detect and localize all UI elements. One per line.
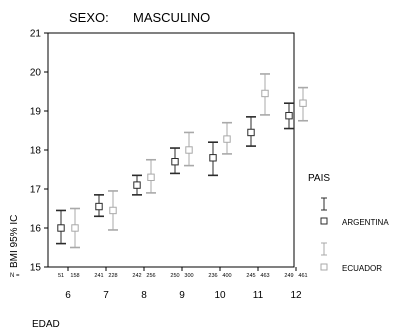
mean-marker (95, 202, 103, 211)
n-value: 256 (146, 273, 155, 279)
x-tick-label: 10 (214, 290, 226, 301)
mean-marker (209, 154, 217, 162)
legend-label: ARGENTINA (342, 218, 389, 227)
mean-marker (109, 206, 117, 215)
n-value: 250 (170, 273, 179, 279)
y-tick-label: 16 (30, 224, 42, 235)
y-axis: 15 16 17 18 19 20 21 (30, 29, 48, 274)
mean-marker (247, 128, 255, 137)
mean-marker (223, 135, 231, 143)
x-tick-label: 7 (103, 290, 109, 301)
legend-marker (320, 263, 328, 271)
n-value: 300 (184, 273, 193, 279)
n-value: 242 (132, 273, 141, 279)
n-value: 463 (260, 273, 269, 279)
legend-item: ARGENTINA (320, 197, 389, 227)
n-value: 241 (94, 273, 103, 279)
n-value: 461 (298, 273, 307, 279)
y-axis-label: BMI 95% IC (9, 215, 20, 268)
n-value: 236 (208, 273, 217, 279)
mean-marker (147, 173, 155, 182)
legend-label: ECUADOR (342, 264, 382, 273)
mean-marker (299, 99, 307, 107)
n-value: 245 (246, 273, 255, 279)
mean-marker (57, 224, 65, 232)
x-tick-label: 12 (290, 290, 302, 301)
x-tick-label: 11 (253, 290, 264, 301)
n-value: 158 (70, 273, 79, 279)
n-labels: 51 158 241 228 242 256 250 300 236 400 245 463 249 46… (58, 273, 308, 279)
mean-marker (133, 181, 141, 189)
mean-marker (285, 111, 293, 120)
y-tick-label: 15 (30, 263, 42, 274)
n-value: 228 (108, 273, 117, 279)
legend-title: PAIS (308, 173, 330, 184)
x-tick-label: 6 (65, 290, 71, 301)
header-label: SEXO: (69, 10, 109, 25)
plot-frame (47, 32, 295, 268)
n-value: 249 (284, 273, 293, 279)
y-tick-label: 19 (30, 107, 42, 118)
legend-marker (320, 217, 328, 225)
y-tick-label: 18 (30, 146, 42, 157)
data-marks (56, 73, 308, 249)
mean-marker (261, 89, 269, 98)
y-tick-label: 17 (30, 185, 42, 196)
mean-marker (171, 158, 179, 166)
mean-marker (71, 224, 79, 232)
x-axis: 6 7 8 9 10 11 12 (65, 267, 302, 301)
plot-area: 15 16 17 18 19 20 21 6 7 8 9 10 11 12 (30, 29, 308, 301)
n-value: 51 (58, 273, 64, 279)
n-value: 400 (222, 273, 231, 279)
mean-marker (185, 146, 193, 154)
legend: PAIS ARGENTINA ECUADOR (308, 173, 389, 273)
header-value: MASCULINO (133, 10, 210, 25)
n-label: N = (10, 273, 20, 279)
x-axis-label: EDAD (32, 319, 60, 330)
y-tick-label: 21 (30, 29, 42, 40)
x-tick-label: 8 (141, 290, 147, 301)
x-tick-label: 9 (179, 290, 185, 301)
legend-item: ECUADOR (320, 242, 382, 273)
y-tick-label: 20 (30, 68, 42, 79)
